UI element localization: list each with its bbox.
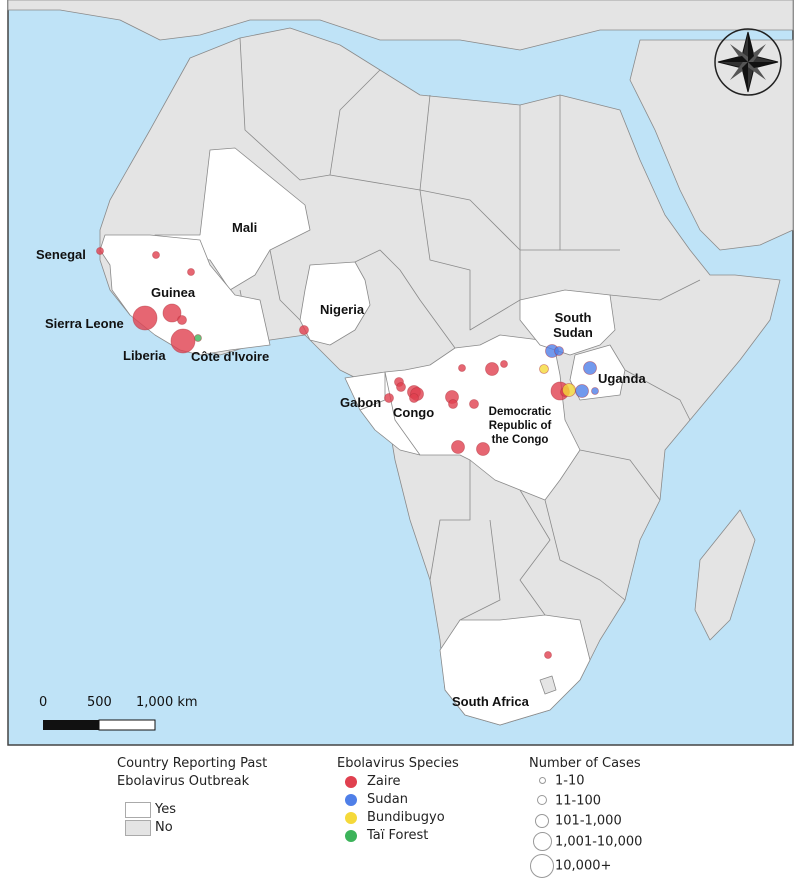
label-sierra-leone: Sierra Leone <box>45 316 124 331</box>
tai-forest-dot-icon <box>345 829 357 842</box>
outbreak-marker-zaire <box>162 303 182 323</box>
scale-tick-500: 500 <box>87 695 112 710</box>
legend-yes-swatch <box>125 801 151 818</box>
country-south-africa <box>439 614 591 726</box>
outbreak-marker-zaire <box>177 315 187 325</box>
outbreak-marker-zaire <box>152 251 160 259</box>
outbreak-marker-zaire <box>409 393 419 403</box>
outbreak-marker-zaire <box>458 364 466 372</box>
sudan-dot-icon <box>345 793 357 806</box>
outbreak-marker-sudan <box>583 361 597 375</box>
legend-species-tai-forest: Taï Forest <box>367 828 429 843</box>
label-south-africa: South Africa <box>452 694 529 709</box>
label-uganda: Uganda <box>598 371 646 386</box>
legend-cases-4: 1,001-10,000 <box>555 834 643 849</box>
outbreak-marker-zaire <box>170 328 196 354</box>
outbreak-marker-zaire <box>384 393 394 403</box>
outbreak-marker-zaire <box>485 362 499 376</box>
bundibugyo-dot-icon <box>345 811 357 824</box>
outbreak-marker-tai_forest <box>194 334 202 342</box>
label-drc: Democratic Republic of the Congo <box>488 406 552 446</box>
label-guinea: Guinea <box>151 285 196 300</box>
outbreak-marker-zaire <box>476 442 490 456</box>
legend-species: Ebolavirus Species Zaire Sudan Bundibugy… <box>337 755 459 845</box>
outbreak-marker-zaire <box>544 651 552 659</box>
legend-cases-2: 11-100 <box>555 793 602 808</box>
outbreak-marker-sudan <box>591 387 599 395</box>
size-2-icon <box>537 795 547 805</box>
legend-species-sudan: Sudan <box>367 792 408 807</box>
country-borders <box>239 37 701 621</box>
label-mali: Mali <box>232 220 258 235</box>
outbreak-marker-sudan <box>554 346 564 356</box>
outbreak-marker-zaire <box>451 440 465 454</box>
outbreak-marker-zaire <box>500 360 508 368</box>
label-liberia: Liberia <box>123 348 166 363</box>
legend-species-title: Ebolavirus Species <box>337 756 459 771</box>
outbreak-marker-zaire <box>187 268 195 276</box>
legend-cases-3: 101-1,000 <box>555 813 622 829</box>
scale-bar <box>43 719 156 731</box>
legend-no-label: No <box>155 820 173 835</box>
outbreak-marker-zaire <box>396 382 406 392</box>
country-central-africa <box>344 334 581 501</box>
outbreak-marker-sudan <box>575 384 589 398</box>
legend-yes-label: Yes <box>155 802 176 817</box>
label-senegal: Senegal <box>36 247 86 262</box>
madagascar <box>694 509 756 641</box>
label-nigeria: Nigeria <box>320 302 365 317</box>
scale-tick-1000: 1,000 km <box>136 695 198 710</box>
size-1-icon <box>538 777 546 784</box>
legend-no-swatch <box>125 819 151 836</box>
size-4-icon <box>532 831 552 851</box>
country-nigeria <box>299 261 371 346</box>
legend-country: Country Reporting Past Ebolavirus Outbre… <box>117 755 297 837</box>
legend-species-zaire: Zaire <box>367 774 401 789</box>
label-gabon: Gabon <box>340 395 382 410</box>
size-5-icon <box>530 854 554 878</box>
africa-map <box>7 0 794 746</box>
label-south-sudan: South Sudan <box>553 310 593 340</box>
arabia <box>629 39 794 251</box>
europe <box>7 0 794 51</box>
outbreak-marker-zaire <box>448 399 458 409</box>
legend-cases-title: Number of Cases <box>529 756 641 771</box>
label-congo: Congo <box>393 405 435 420</box>
legend-cases-5: 10,000+ <box>555 858 612 874</box>
legend-species-bundibugyo: Bundibugyo <box>367 810 445 825</box>
scale-tick-0: 0 <box>39 695 48 710</box>
legend-cases-1: 1-10 <box>555 773 585 789</box>
outbreak-marker-zaire <box>96 247 104 255</box>
zaire-dot-icon <box>345 775 357 788</box>
outbreak-marker-zaire <box>299 325 309 335</box>
outbreak-marker-bundibugyo <box>562 383 576 397</box>
legend-country-title: Country Reporting Past Ebolavirus Outbre… <box>117 756 268 789</box>
outbreak-marker-zaire <box>469 399 479 409</box>
outbreak-marker-zaire <box>132 305 158 331</box>
label-cote-divoire: Côte d'Ivoire <box>191 349 270 364</box>
legend-cases: Number of Cases 1-10 11-100 101-1,000 1,… <box>529 755 642 878</box>
outbreak-markers <box>96 247 599 659</box>
outbreak-marker-bundibugyo <box>539 364 549 374</box>
size-3-icon <box>535 813 549 828</box>
compass-rose-icon <box>714 28 782 96</box>
country-south-sudan <box>519 289 616 356</box>
